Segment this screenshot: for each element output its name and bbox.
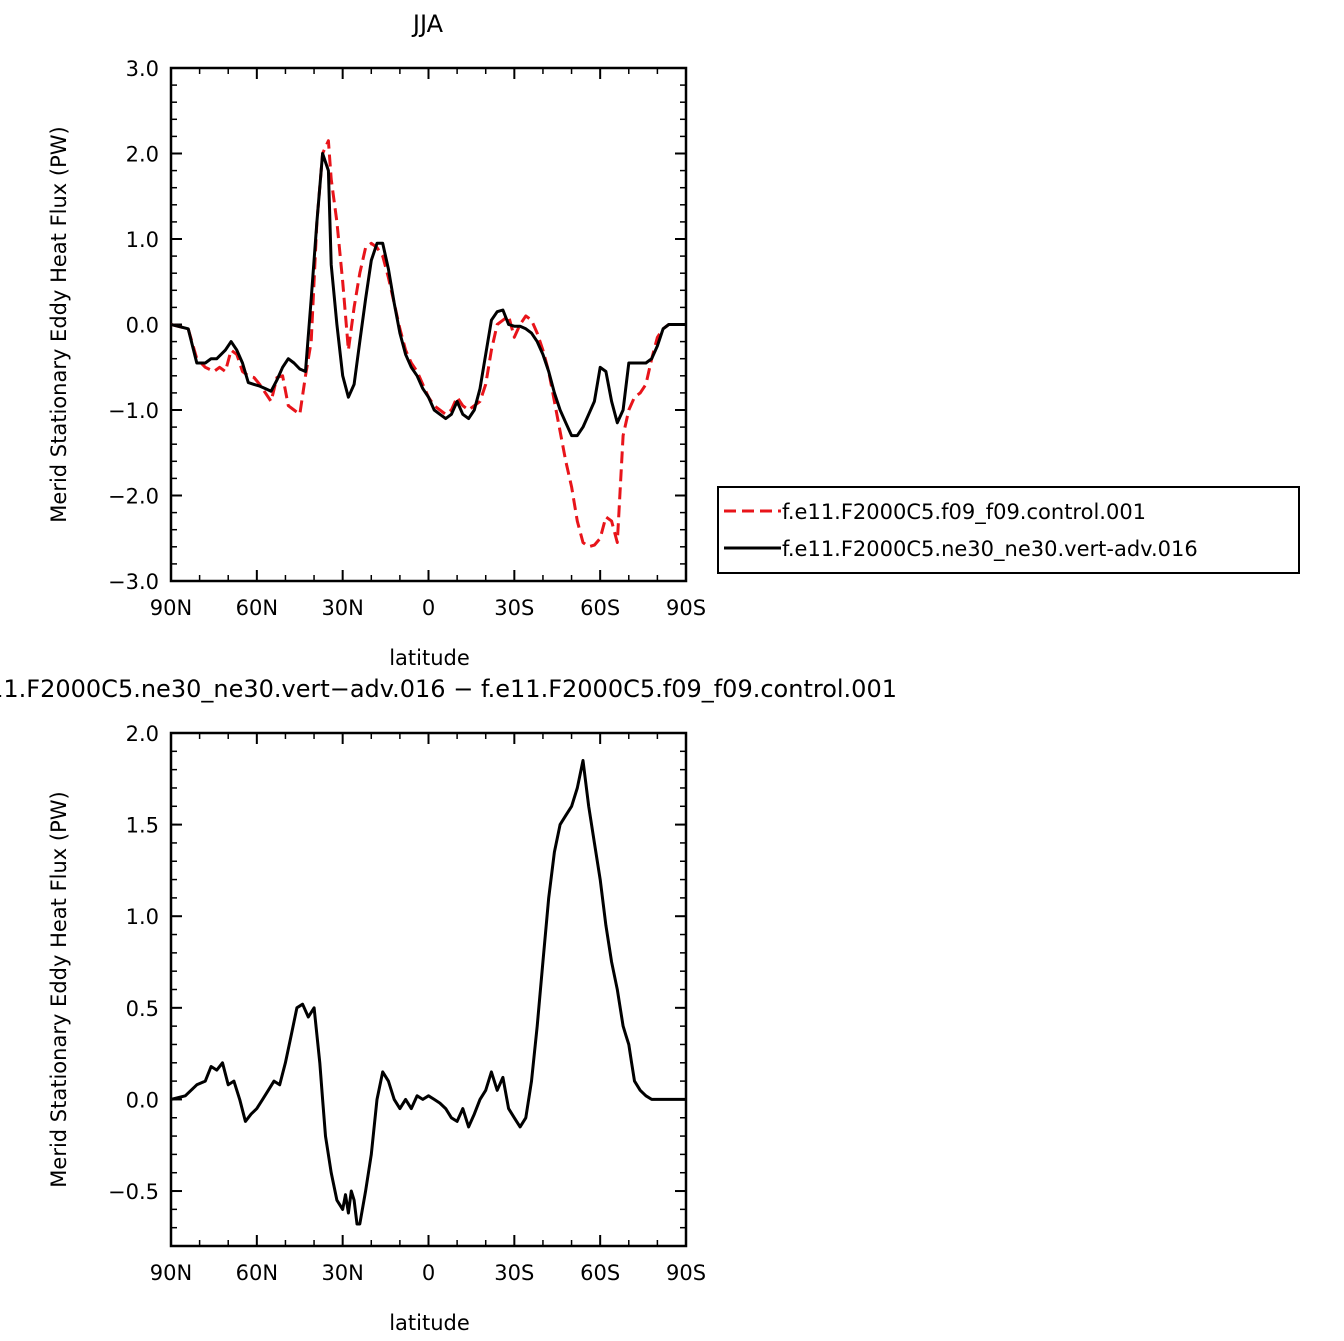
plot-frame: [169, 731, 688, 1248]
x-tick-label: 60S: [580, 1261, 620, 1285]
legend: f.e11.F2000C5.f09_f09.control.001 f.e11.F…: [717, 486, 1300, 574]
y-tick-label: 1.5: [126, 814, 159, 838]
x-axis-label: latitude: [389, 646, 470, 670]
y-tick-label: −0.5: [108, 1180, 159, 1204]
x-tick-label: 0: [422, 596, 435, 620]
y-tick-label: 0.0: [126, 1088, 159, 1112]
legend-box: [717, 486, 1300, 574]
x-tick-label: 60S: [580, 596, 620, 620]
legend-entry-1: f.e11.F2000C5.ne30_ne30.vert-adv.016: [782, 537, 1198, 562]
y-tick-label: −3.0: [108, 570, 159, 594]
y-tick-label: 1.0: [126, 228, 159, 252]
x-tick-label: 30S: [494, 596, 534, 620]
y-tick-label: −1.0: [108, 399, 159, 423]
y-tick-label: 2.0: [126, 143, 159, 167]
x-tick-label: 30N: [321, 596, 363, 620]
y-tick-label: 0.5: [126, 997, 159, 1021]
series-line-0: [171, 139, 686, 549]
x-tick-label: 0: [422, 1261, 435, 1285]
x-tick-label: 90S: [666, 1261, 706, 1285]
plot-frame: [169, 66, 688, 583]
x-tick-label: 90N: [150, 1261, 192, 1285]
chart-panel-top: JJA 90N 60N 30N 0 30S 60S 90S 3.0 2.0 1.0 0.0 −1.0 −2…: [47, 10, 706, 670]
x-axis-label: latitude: [389, 1311, 470, 1335]
series-line-0: [171, 759, 686, 1226]
y-tick-label: 2.0: [126, 722, 159, 746]
y-axis-label: Merid Stationary Eddy Heat Flux (PW): [47, 791, 71, 1187]
y-tick-label: 3.0: [126, 57, 159, 81]
x-tick-label: 60N: [236, 596, 278, 620]
x-tick-label: 30S: [494, 1261, 534, 1285]
x-tick-label: 90S: [666, 596, 706, 620]
x-tick-label: 30N: [321, 1261, 363, 1285]
y-tick-label: 0.0: [126, 314, 159, 338]
chart-title: JJA: [411, 10, 444, 38]
y-tick-label: −2.0: [108, 485, 159, 509]
legend-entry-0: f.e11.F2000C5.f09_f09.control.001: [782, 500, 1146, 525]
chart-panel-bottom: f.e11.F2000C5.ne30_ne30.vert−adv.016 − f…: [0, 675, 897, 1335]
chart-title: f.e11.F2000C5.ne30_ne30.vert−adv.016 − f…: [0, 675, 897, 703]
x-tick-label: 60N: [236, 1261, 278, 1285]
series-line-1: [171, 152, 686, 438]
y-axis-label: Merid Stationary Eddy Heat Flux (PW): [47, 126, 71, 522]
y-tick-label: 1.0: [126, 905, 159, 929]
x-tick-label: 90N: [150, 596, 192, 620]
